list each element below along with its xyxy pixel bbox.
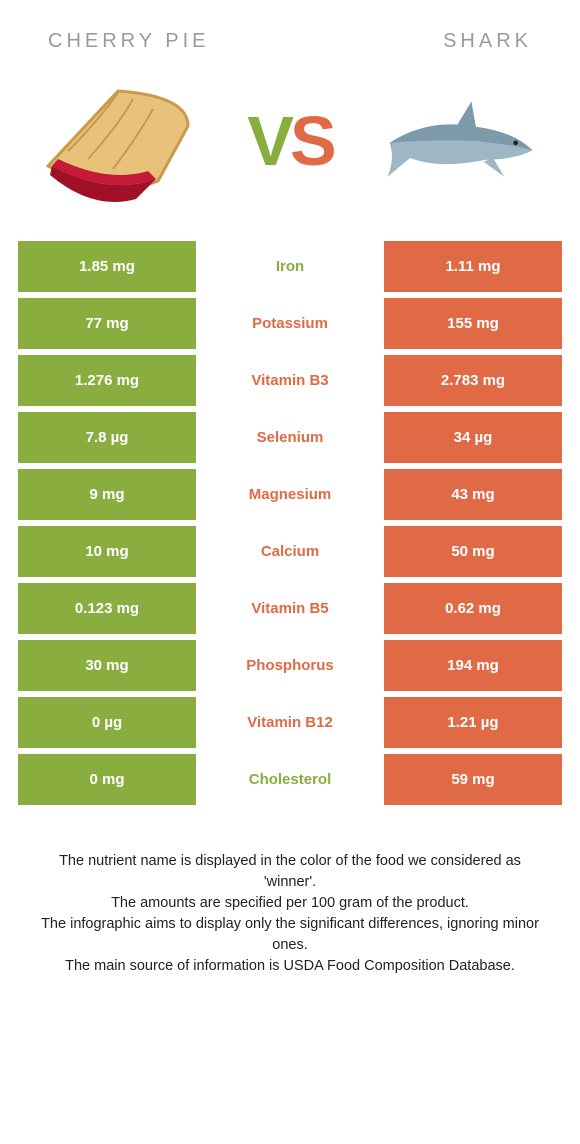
left-value: 0 µg — [18, 697, 196, 748]
table-row: 1.276 mgVitamin B32.783 mg — [18, 355, 562, 406]
hero-row: VS — [18, 71, 562, 241]
nutrient-label: Selenium — [196, 412, 384, 463]
left-value: 7.8 µg — [18, 412, 196, 463]
nutrient-label: Cholesterol — [196, 754, 384, 805]
left-value: 30 mg — [18, 640, 196, 691]
right-value: 34 µg — [384, 412, 562, 463]
right-title: Shark — [443, 30, 532, 53]
left-value: 0.123 mg — [18, 583, 196, 634]
cherry-pie-icon — [38, 71, 198, 211]
table-row: 1.85 mgIron1.11 mg — [18, 241, 562, 292]
table-row: 0.123 mgVitamin B50.62 mg — [18, 583, 562, 634]
table-row: 30 mgPhosphorus194 mg — [18, 640, 562, 691]
left-value: 1.276 mg — [18, 355, 196, 406]
footer-line: The nutrient name is displayed in the co… — [40, 851, 540, 893]
nutrient-label: Iron — [196, 241, 384, 292]
footer-line: The amounts are specified per 100 gram o… — [40, 893, 540, 914]
shark-icon — [382, 71, 542, 211]
comparison-table: 1.85 mgIron1.11 mg 77 mgPotassium155 mg 1.… — [18, 241, 562, 805]
table-row: 0 µgVitamin B121.21 µg — [18, 697, 562, 748]
left-title: Cherry Pie — [48, 30, 210, 53]
nutrient-label: Vitamin B3 — [196, 355, 384, 406]
right-value: 1.11 mg — [384, 241, 562, 292]
vs-v: V — [247, 102, 290, 180]
nutrient-label: Vitamin B5 — [196, 583, 384, 634]
table-row: 9 mgMagnesium43 mg — [18, 469, 562, 520]
right-value: 1.21 µg — [384, 697, 562, 748]
titles-row: Cherry Pie Shark — [18, 20, 562, 71]
left-value: 10 mg — [18, 526, 196, 577]
table-row: 10 mgCalcium50 mg — [18, 526, 562, 577]
left-value: 0 mg — [18, 754, 196, 805]
nutrient-label: Magnesium — [196, 469, 384, 520]
table-row: 77 mgPotassium155 mg — [18, 298, 562, 349]
nutrient-label: Calcium — [196, 526, 384, 577]
table-row: 0 mgCholesterol59 mg — [18, 754, 562, 805]
right-value: 155 mg — [384, 298, 562, 349]
nutrient-label: Phosphorus — [196, 640, 384, 691]
vs-s: S — [290, 102, 333, 180]
left-value: 77 mg — [18, 298, 196, 349]
right-value: 50 mg — [384, 526, 562, 577]
vs-label: VS — [247, 101, 332, 181]
footer-line: The infographic aims to display only the… — [40, 914, 540, 956]
left-value: 1.85 mg — [18, 241, 196, 292]
footer-line: The main source of information is USDA F… — [40, 956, 540, 977]
right-value: 2.783 mg — [384, 355, 562, 406]
right-value: 43 mg — [384, 469, 562, 520]
left-value: 9 mg — [18, 469, 196, 520]
right-value: 0.62 mg — [384, 583, 562, 634]
table-row: 7.8 µgSelenium34 µg — [18, 412, 562, 463]
footer-notes: The nutrient name is displayed in the co… — [18, 811, 562, 977]
nutrient-label: Vitamin B12 — [196, 697, 384, 748]
right-value: 59 mg — [384, 754, 562, 805]
right-value: 194 mg — [384, 640, 562, 691]
nutrient-label: Potassium — [196, 298, 384, 349]
